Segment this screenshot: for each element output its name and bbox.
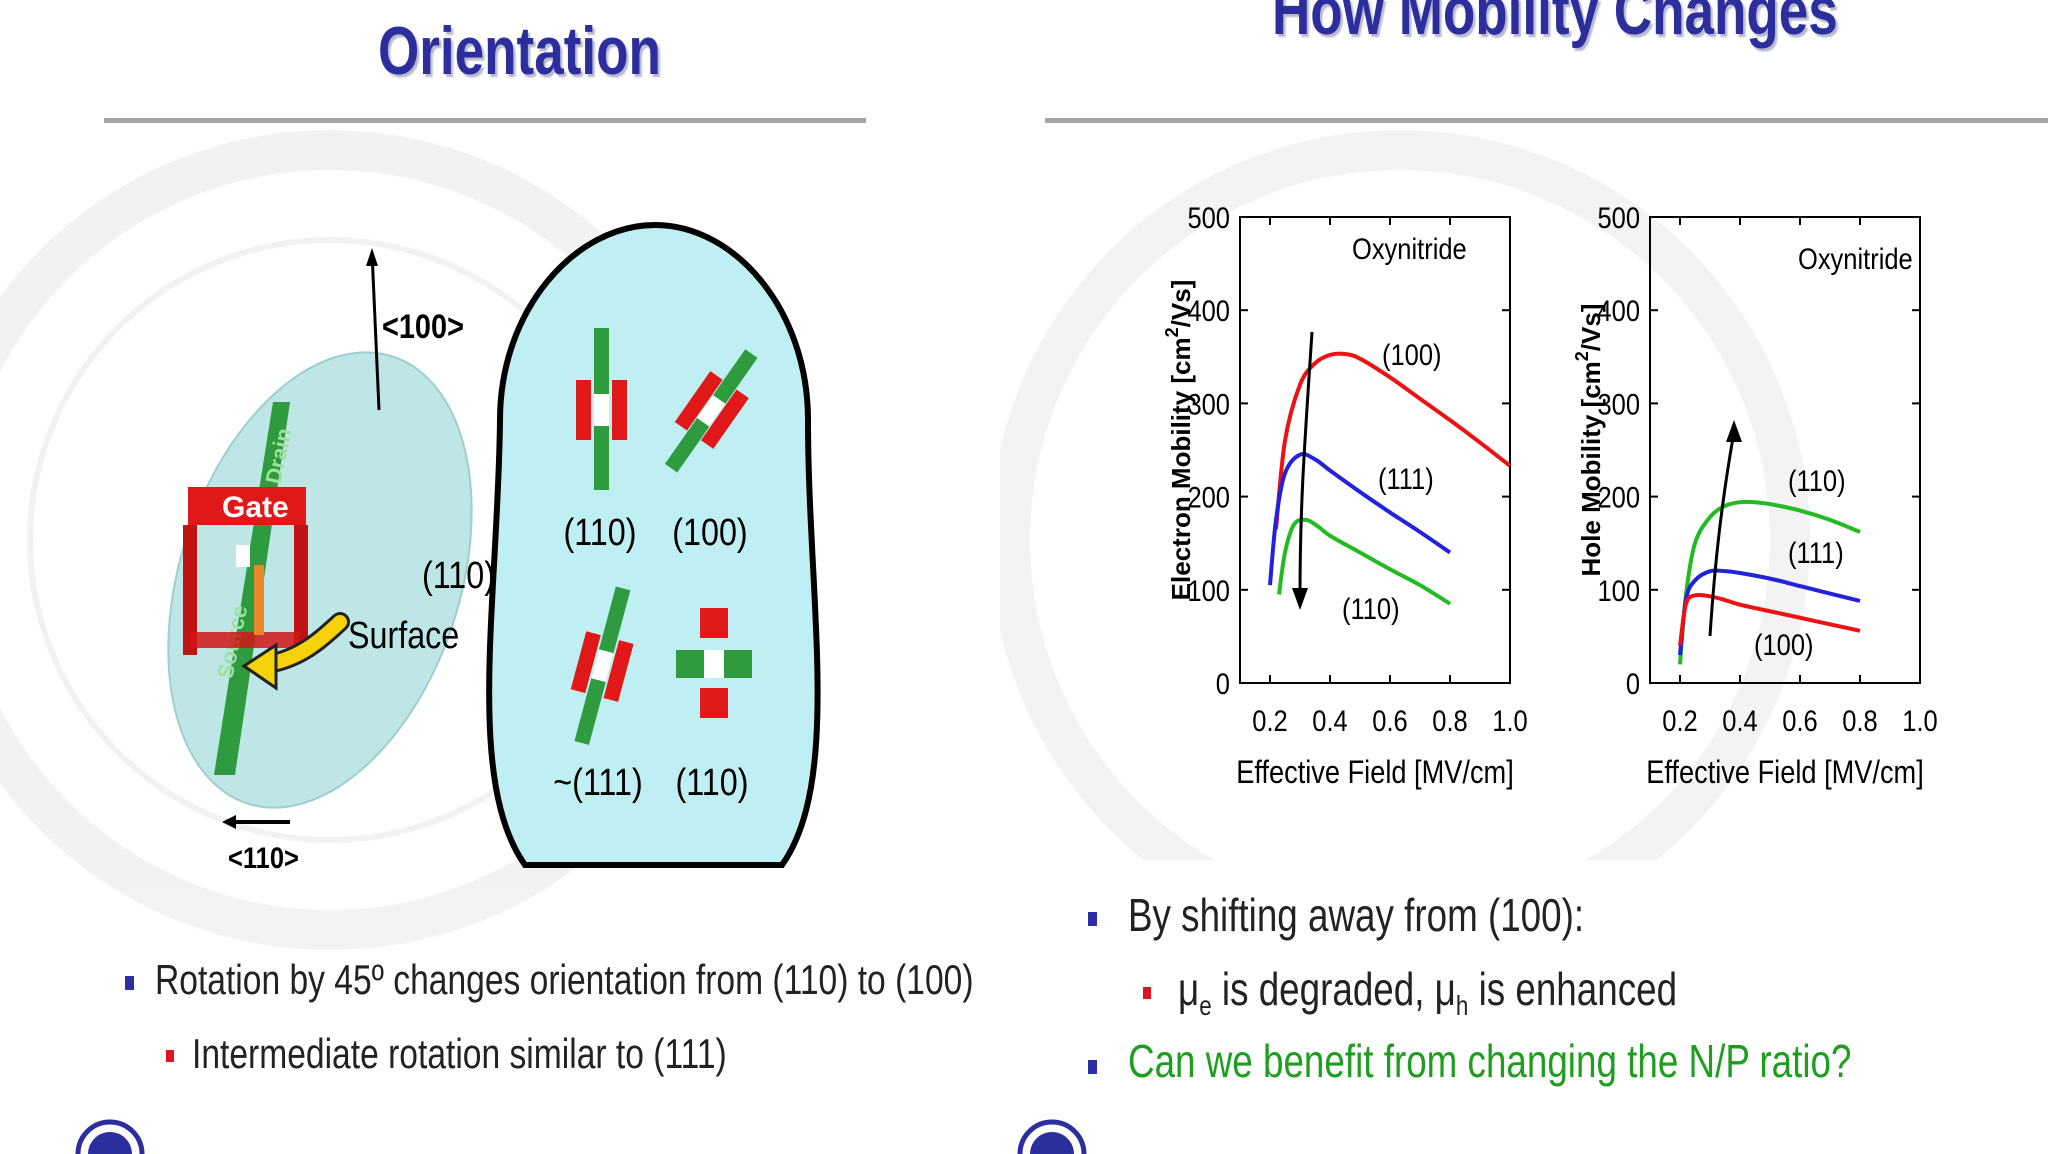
label-surface-orient: (110) bbox=[422, 555, 495, 597]
series-annotation: (100) bbox=[1382, 338, 1442, 371]
y-tick-label: 300 bbox=[1597, 387, 1640, 420]
label-dir-100: <100> bbox=[382, 307, 464, 346]
y-tick-label: 0 bbox=[1626, 667, 1640, 700]
arrow-100 bbox=[370, 251, 381, 411]
bullet-marker bbox=[1088, 912, 1097, 926]
y-axis-label: Electron Mobility [cm2/Vs] bbox=[1162, 280, 1196, 601]
slide-title: Orientation bbox=[378, 13, 661, 89]
bullet-text: By shifting away from (100): bbox=[1128, 889, 1585, 941]
electron-mobility-chart: 0.2 0.4 0.6 0.8 1.0 0 100 200 300 400 500 Effective… bbox=[1162, 201, 1528, 790]
y-axis-label: Hole Mobility [cm2/Vs] bbox=[1572, 304, 1606, 577]
x-axis-label: Effective Field [MV/cm] bbox=[1646, 755, 1924, 791]
gate-right-leg bbox=[294, 525, 308, 645]
university-seal-logo bbox=[75, 1119, 145, 1154]
series-annotation: (110) bbox=[1788, 464, 1846, 497]
chart-title: Oxynitride bbox=[1352, 232, 1467, 265]
sub-bullet-mid: is degraded, bbox=[1211, 963, 1435, 1015]
slide-mobility: How Mobility Changes 0.2 0.4 0.6 0.8 1.0 0 100… bbox=[1000, 0, 2048, 1154]
university-seal-logo bbox=[1017, 1119, 1087, 1154]
label-dir-110: <110> bbox=[228, 841, 299, 874]
trend-arrow bbox=[1298, 331, 1314, 598]
x-tick-label: 1.0 bbox=[1902, 704, 1937, 737]
series-annotation: (111) bbox=[1788, 536, 1844, 569]
series-line bbox=[1277, 517, 1452, 606]
cell-label: ~(111) bbox=[553, 762, 642, 804]
sub-bullet-text: Intermediate rotation similar to (111) bbox=[192, 1030, 727, 1077]
sub-bullet-marker bbox=[166, 1050, 174, 1062]
title-rule bbox=[104, 118, 866, 123]
trend-arrow-head bbox=[1726, 420, 1742, 442]
bullet-marker bbox=[1088, 1060, 1097, 1074]
x-axis-label: Effective Field [MV/cm] bbox=[1236, 755, 1514, 791]
plot-frame bbox=[1649, 216, 1921, 684]
x-tick-label: 0.4 bbox=[1312, 704, 1347, 737]
slide-title: How Mobility Changes bbox=[1272, 0, 1838, 49]
y-tick-label: 0 bbox=[1216, 667, 1230, 700]
series-line bbox=[1274, 351, 1512, 530]
trend-arrow bbox=[1708, 431, 1736, 637]
cell-label: (100) bbox=[672, 512, 747, 554]
cell-label: (110) bbox=[676, 762, 749, 804]
surface-arrow-head bbox=[241, 642, 278, 691]
cell-110-b bbox=[676, 608, 752, 718]
y-tick-label: 500 bbox=[1187, 201, 1230, 234]
cell-111 bbox=[570, 586, 634, 745]
orientation-diagram: <100> Drain Source Gate (110) Surface <1… bbox=[0, 130, 821, 950]
series-line bbox=[1268, 452, 1452, 586]
label-gate: Gate bbox=[222, 491, 289, 524]
university-seal-watermark bbox=[1000, 130, 1810, 860]
hole-mobility-chart: 0.2 0.4 0.6 0.8 1.0 0 100 200 300 400 500 Effective… bbox=[1572, 201, 1938, 790]
x-tick-label: 0.6 bbox=[1782, 704, 1817, 737]
x-tick-label: 0.6 bbox=[1372, 704, 1407, 737]
series-line bbox=[1678, 568, 1861, 656]
x-tick-label: 0.2 bbox=[1662, 704, 1697, 737]
y-tick-label: 200 bbox=[1187, 481, 1230, 514]
gate-orange bbox=[254, 565, 264, 635]
sub-bullet-text: μe is degraded, μh is enhanced bbox=[1178, 962, 1677, 1022]
y-tick-label: 100 bbox=[1597, 574, 1640, 607]
cell-label: (110) bbox=[564, 512, 637, 554]
series-annotation: (110) bbox=[1342, 592, 1400, 625]
title-rule bbox=[1045, 118, 2048, 123]
orientation-capsule bbox=[486, 221, 821, 868]
chart-title: Oxynitride bbox=[1798, 242, 1913, 275]
cell-110-a bbox=[576, 328, 627, 490]
y-tick-label: 400 bbox=[1187, 294, 1230, 327]
y-tick-label: 300 bbox=[1187, 387, 1230, 420]
sub-bullet-end: is enhanced bbox=[1468, 963, 1678, 1015]
series-annotation: (100) bbox=[1754, 628, 1814, 661]
gate-top bbox=[188, 487, 306, 525]
y-tick-label: 200 bbox=[1597, 481, 1640, 514]
bullet-marker bbox=[125, 976, 134, 990]
plot-frame bbox=[1239, 216, 1511, 684]
sub-bullet-marker bbox=[1143, 987, 1151, 999]
x-tick-label: 0.8 bbox=[1842, 704, 1877, 737]
series-line bbox=[1678, 592, 1861, 647]
x-tick-label: 1.0 bbox=[1492, 704, 1527, 737]
arrow-110-head bbox=[222, 815, 236, 829]
gate-left-leg bbox=[183, 525, 197, 655]
label-surface: Surface bbox=[348, 615, 459, 657]
mu-e: μ bbox=[1178, 963, 1200, 1015]
arrow-100-head bbox=[366, 248, 378, 266]
bullet-text-highlight: Can we benefit from changing the N/P rat… bbox=[1128, 1035, 1852, 1087]
x-tick-label: 0.8 bbox=[1432, 704, 1467, 737]
slide-orientation: Orientation <100> Drain Source Gate (110… bbox=[0, 0, 1000, 1154]
y-tick-label: 100 bbox=[1187, 574, 1230, 607]
x-tick-label: 0.2 bbox=[1252, 704, 1287, 737]
mu-h: μ bbox=[1434, 963, 1456, 1015]
series-annotation: (111) bbox=[1378, 462, 1434, 495]
mu-e-sub: e bbox=[1199, 990, 1212, 1022]
trend-arrow-head bbox=[1292, 588, 1308, 610]
series-line bbox=[1678, 499, 1861, 665]
y-tick-label: 400 bbox=[1597, 294, 1640, 327]
cell-100 bbox=[664, 349, 758, 473]
mobility-charts: 0.2 0.4 0.6 0.8 1.0 0 100 200 300 400 500 Effective… bbox=[1000, 130, 1938, 860]
y-tick-label: 500 bbox=[1597, 201, 1640, 234]
bullet-text: Rotation by 45º changes orientation from… bbox=[155, 956, 974, 1003]
gate-gap bbox=[236, 545, 250, 567]
mu-h-sub: h bbox=[1455, 990, 1469, 1022]
gate-bottom bbox=[190, 632, 300, 648]
x-tick-label: 0.4 bbox=[1722, 704, 1757, 737]
